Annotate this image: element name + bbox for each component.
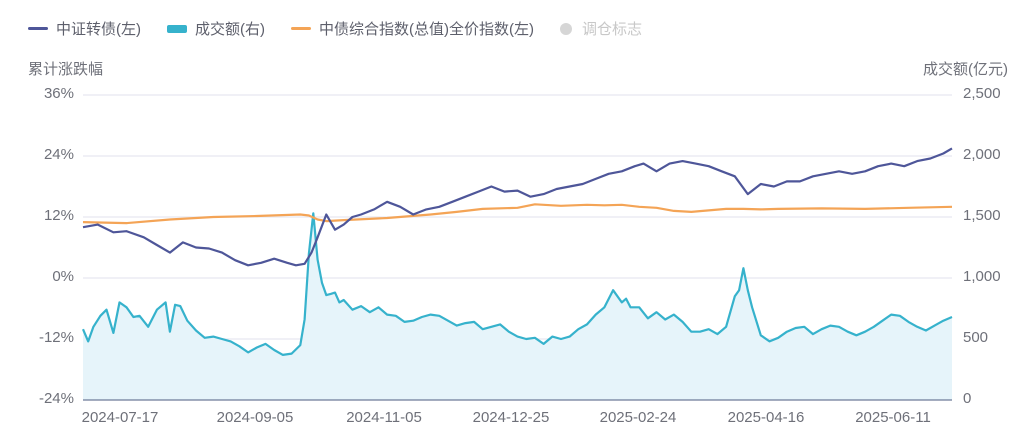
legend-dot-marker-icon	[559, 22, 572, 35]
x-axis-tick-label: 2025-04-16	[727, 409, 805, 426]
legend-item-bond-index[interactable]: 中债综合指数(总值)全价指数(左)	[291, 18, 534, 39]
legend-label: 调仓标志	[581, 21, 642, 38]
x-axis-tick-label: 2025-06-11	[855, 409, 931, 426]
chart-legend: 中证转债(左) 成交额(右) 中债综合指数(总值)全价指数(左) 调仓标志	[28, 18, 668, 39]
left-axis-tick-label: 12%	[43, 207, 74, 224]
turnover-area-fill	[83, 213, 952, 400]
legend-item-cb-index[interactable]: 中证转债(左)	[28, 18, 141, 39]
legend-line-marker-icon	[291, 27, 311, 30]
right-axis-title: 成交额(亿元)	[923, 61, 1008, 78]
x-axis-tick-label: 2024-07-17	[81, 409, 159, 426]
left-axis-tick-label: 24%	[43, 146, 74, 163]
right-axis-tick-label: 1,500	[963, 207, 1001, 224]
legend-item-turnover[interactable]: 成交额(右)	[167, 18, 265, 39]
x-axis-tick-label: 2024-09-05	[216, 409, 294, 426]
legend-rect-marker-icon	[167, 24, 187, 33]
legend-line-marker-icon	[28, 27, 48, 30]
x-axis-tick-label: 2024-11-05	[346, 409, 422, 426]
legend-item-rebalance-flag[interactable]: 调仓标志	[559, 18, 642, 39]
left-axis-tick-label: 36%	[43, 85, 74, 102]
right-axis-tick-label: 500	[963, 329, 989, 346]
cb-index-line	[82, 147, 953, 267]
legend-label: 成交额(右)	[195, 21, 265, 38]
x-axis-tick-label: 2025-02-24	[599, 409, 677, 426]
bond-index-line	[82, 203, 953, 225]
left-axis-tick-label: -24%	[38, 390, 74, 407]
legend-label: 中证转债(左)	[56, 21, 141, 38]
right-axis-tick-label: 1,000	[963, 268, 1001, 285]
left-axis-tick-label: 0%	[52, 268, 74, 285]
right-axis-tick-label: 0	[963, 390, 972, 407]
right-axis-tick-label: 2,500	[963, 85, 1001, 102]
left-axis-title: 累计涨跌幅	[28, 61, 104, 78]
x-axis-tick-label: 2024-12-25	[472, 409, 550, 426]
right-axis-tick-label: 2,000	[963, 146, 1001, 163]
turnover-line	[81, 212, 953, 356]
left-axis-tick-label: -12%	[38, 329, 74, 346]
legend-label: 中债综合指数(总值)全价指数(左)	[319, 21, 534, 38]
